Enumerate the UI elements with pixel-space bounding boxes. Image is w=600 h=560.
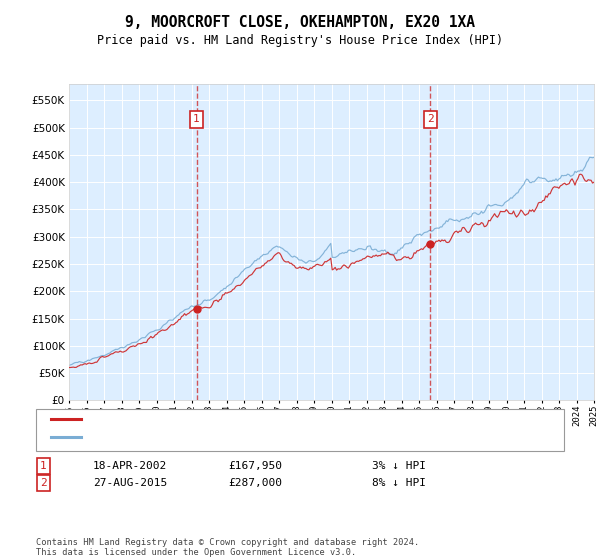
- Text: 1: 1: [40, 461, 47, 471]
- Text: 3% ↓ HPI: 3% ↓ HPI: [372, 461, 426, 471]
- Text: 1: 1: [193, 114, 200, 124]
- Text: 8% ↓ HPI: 8% ↓ HPI: [372, 478, 426, 488]
- Text: 2: 2: [40, 478, 47, 488]
- Text: 2: 2: [427, 114, 434, 124]
- Text: HPI: Average price, detached house, West Devon: HPI: Average price, detached house, West…: [90, 432, 366, 442]
- Text: £167,950: £167,950: [228, 461, 282, 471]
- Text: 18-APR-2002: 18-APR-2002: [93, 461, 167, 471]
- Text: 9, MOORCROFT CLOSE, OKEHAMPTON, EX20 1XA (detached house): 9, MOORCROFT CLOSE, OKEHAMPTON, EX20 1XA…: [90, 414, 432, 424]
- Text: £287,000: £287,000: [228, 478, 282, 488]
- Text: 9, MOORCROFT CLOSE, OKEHAMPTON, EX20 1XA: 9, MOORCROFT CLOSE, OKEHAMPTON, EX20 1XA: [125, 15, 475, 30]
- Text: 27-AUG-2015: 27-AUG-2015: [93, 478, 167, 488]
- Text: Contains HM Land Registry data © Crown copyright and database right 2024.
This d: Contains HM Land Registry data © Crown c…: [36, 538, 419, 557]
- Text: Price paid vs. HM Land Registry's House Price Index (HPI): Price paid vs. HM Land Registry's House …: [97, 34, 503, 46]
